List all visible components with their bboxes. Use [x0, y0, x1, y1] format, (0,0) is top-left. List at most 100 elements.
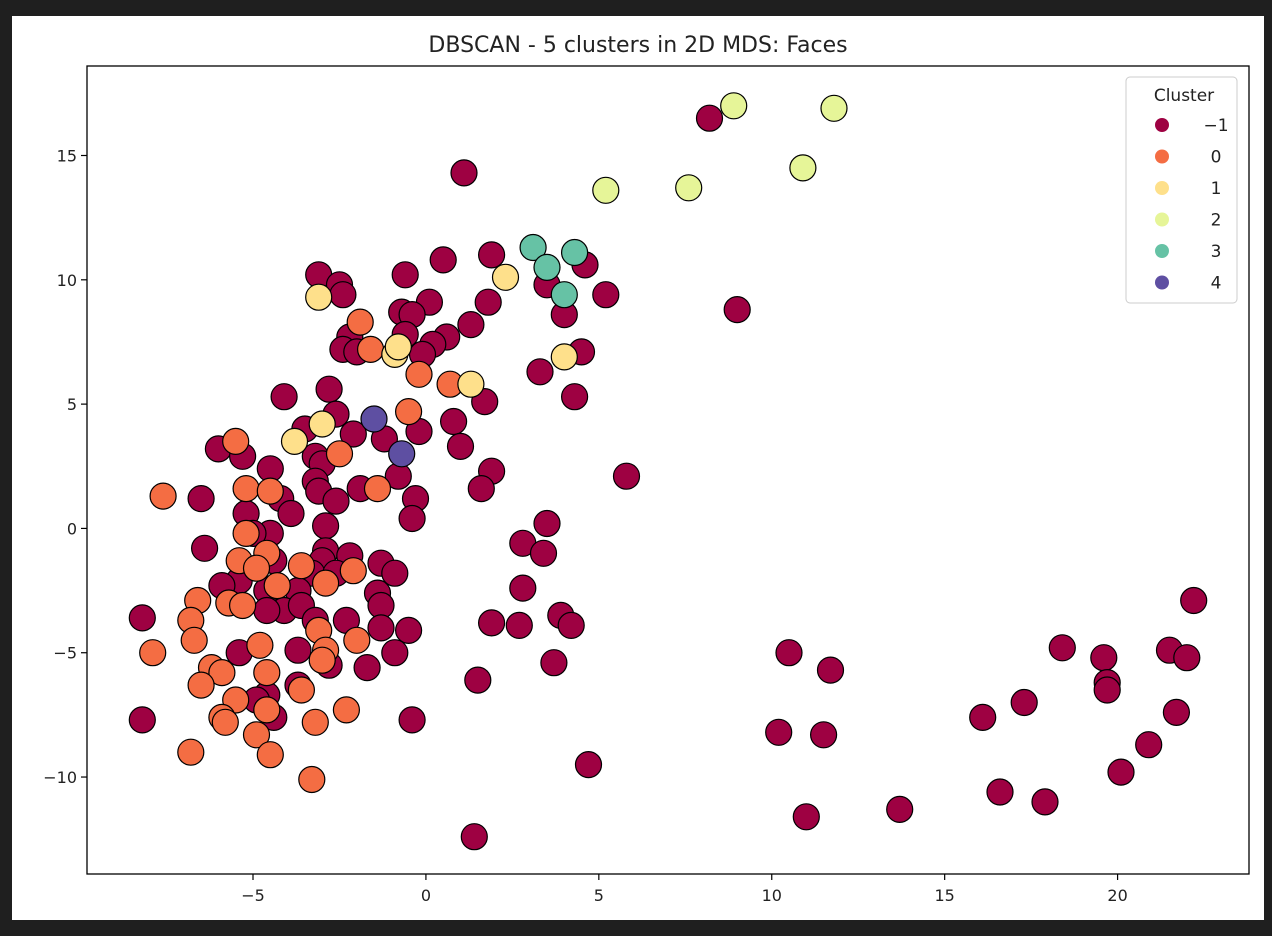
- point-cluster-0-1: [357, 335, 385, 363]
- point-cluster-0-6: [363, 475, 392, 503]
- x-tick-label: 10: [762, 886, 782, 905]
- legend-label: 2: [1211, 211, 1222, 231]
- point-cluster-0-0: [346, 308, 374, 336]
- y-axis: −10 −5 0 5 10 15: [43, 147, 87, 787]
- point-cluster-neg1-121: [1135, 731, 1163, 759]
- point-cluster-neg1-125: [1180, 586, 1208, 615]
- point-cluster-neg1-53: [187, 485, 215, 513]
- point-cluster-0-17: [312, 569, 340, 597]
- point-cluster-neg1-106: [775, 639, 803, 667]
- point-cluster-neg1-62: [191, 534, 219, 562]
- point-cluster-0-2: [405, 360, 433, 388]
- point-cluster-2-0: [720, 92, 748, 120]
- point-cluster-neg1-29: [270, 383, 298, 411]
- point-cluster-0-38: [253, 696, 281, 724]
- point-cluster-1-3: [280, 427, 309, 455]
- point-cluster-0-32: [308, 646, 336, 674]
- legend-label: 1: [1211, 179, 1222, 199]
- y-tick-label: 0: [67, 519, 77, 538]
- point-cluster-neg1-49: [322, 487, 350, 515]
- point-cluster-neg1-114: [986, 778, 1014, 806]
- point-cluster-1-1: [491, 263, 520, 291]
- point-cluster-0-40: [332, 696, 360, 724]
- point-cluster-neg1-84: [128, 604, 156, 632]
- point-cluster-neg1-37: [446, 432, 475, 460]
- legend-title: Cluster: [1154, 86, 1214, 106]
- point-cluster-neg1-117: [1090, 644, 1118, 672]
- point-cluster-neg1-34: [339, 420, 367, 448]
- point-cluster-3-0: [519, 233, 547, 262]
- point-cluster-0-10: [256, 477, 284, 505]
- legend-marker: [1155, 118, 1169, 132]
- point-cluster-2-1: [820, 94, 848, 122]
- point-cluster-1-5: [457, 370, 485, 398]
- legend-marker: [1155, 244, 1169, 258]
- point-cluster-0-15: [287, 552, 315, 580]
- point-cluster-0-30: [208, 658, 236, 687]
- point-cluster-3-2: [533, 253, 561, 281]
- point-cluster-1-7: [384, 333, 412, 361]
- point-cluster-neg1-27: [315, 375, 343, 403]
- point-cluster-neg1-123: [1162, 698, 1191, 727]
- legend-label: −1: [1203, 116, 1228, 136]
- point-cluster-neg1-108: [765, 718, 793, 746]
- point-cluster-0-4: [395, 398, 423, 426]
- point-cluster-neg1-92: [381, 639, 409, 667]
- point-cluster-neg1-95: [353, 653, 381, 682]
- point-cluster-0-21: [229, 591, 257, 620]
- point-cluster-neg1-89: [557, 611, 585, 640]
- point-cluster-neg1-103: [128, 706, 156, 734]
- point-cluster-neg1-79: [253, 596, 281, 625]
- point-cluster-neg1-57: [312, 512, 340, 540]
- point-cluster-0-16: [263, 571, 291, 600]
- point-cluster-neg1-32: [440, 407, 468, 436]
- point-cluster-neg1-91: [284, 636, 312, 664]
- x-axis: −5 0 5 10 15 20: [241, 874, 1128, 905]
- legend-box: [1125, 76, 1238, 304]
- legend-label: 3: [1211, 242, 1222, 262]
- point-cluster-neg1-7: [429, 246, 457, 274]
- y-tick-label: −10: [43, 768, 77, 787]
- y-tick-label: 5: [67, 395, 77, 414]
- point-cluster-neg1-0: [695, 104, 724, 132]
- point-cluster-0-14: [242, 554, 271, 582]
- point-cluster-neg1-26: [526, 358, 554, 386]
- point-cluster-0-43: [256, 741, 284, 769]
- point-cluster-neg1-120: [1107, 758, 1135, 786]
- plot-frame: [86, 65, 1250, 875]
- point-cluster-0-9: [232, 475, 260, 503]
- point-cluster-neg1-88: [478, 609, 506, 637]
- point-cluster-neg1-113: [1010, 688, 1038, 717]
- point-cluster-0-24: [139, 639, 167, 667]
- legend-items: −1 0 1 2 3 4: [1155, 116, 1229, 294]
- point-cluster-neg1-5: [329, 281, 357, 309]
- point-cluster-neg1-58: [533, 509, 561, 538]
- point-cluster-0-39: [301, 708, 329, 736]
- point-cluster-neg1-71: [381, 559, 409, 587]
- point-cluster-1-2: [308, 410, 336, 438]
- point-cluster-0-28: [343, 626, 371, 654]
- point-cluster-neg1-12: [474, 288, 502, 316]
- point-cluster-0-33: [187, 671, 215, 699]
- y-tick-label: −5: [53, 644, 77, 663]
- point-cluster-neg1-109: [809, 721, 838, 749]
- point-cluster-0-31: [253, 658, 281, 687]
- legend-marker: [1155, 212, 1169, 227]
- point-cluster-1-0: [305, 283, 333, 311]
- point-cluster-neg1-110: [792, 803, 820, 831]
- scatter-chart: DBSCAN - 5 clusters in 2D MDS: Faces −5 0…: [43, 33, 1250, 905]
- point-cluster-neg1-116: [1048, 634, 1076, 662]
- point-cluster-neg1-104: [574, 750, 603, 779]
- point-cluster-3-1: [560, 238, 589, 267]
- figure: DBSCAN - 5 clusters in 2D MDS: Faces −5 0…: [12, 16, 1264, 920]
- point-cluster-0-5: [325, 440, 354, 468]
- point-cluster-neg1-48: [467, 475, 495, 503]
- point-cluster-0-41: [177, 738, 205, 766]
- point-cluster-neg1-44: [612, 462, 641, 490]
- point-cluster-neg1-94: [540, 649, 568, 677]
- point-cluster-neg1-8: [478, 241, 506, 269]
- legend-marker: [1155, 181, 1169, 195]
- point-cluster-neg1-90: [395, 616, 423, 645]
- point-cluster-neg1-6: [391, 261, 419, 289]
- point-cluster-0-7: [222, 427, 250, 455]
